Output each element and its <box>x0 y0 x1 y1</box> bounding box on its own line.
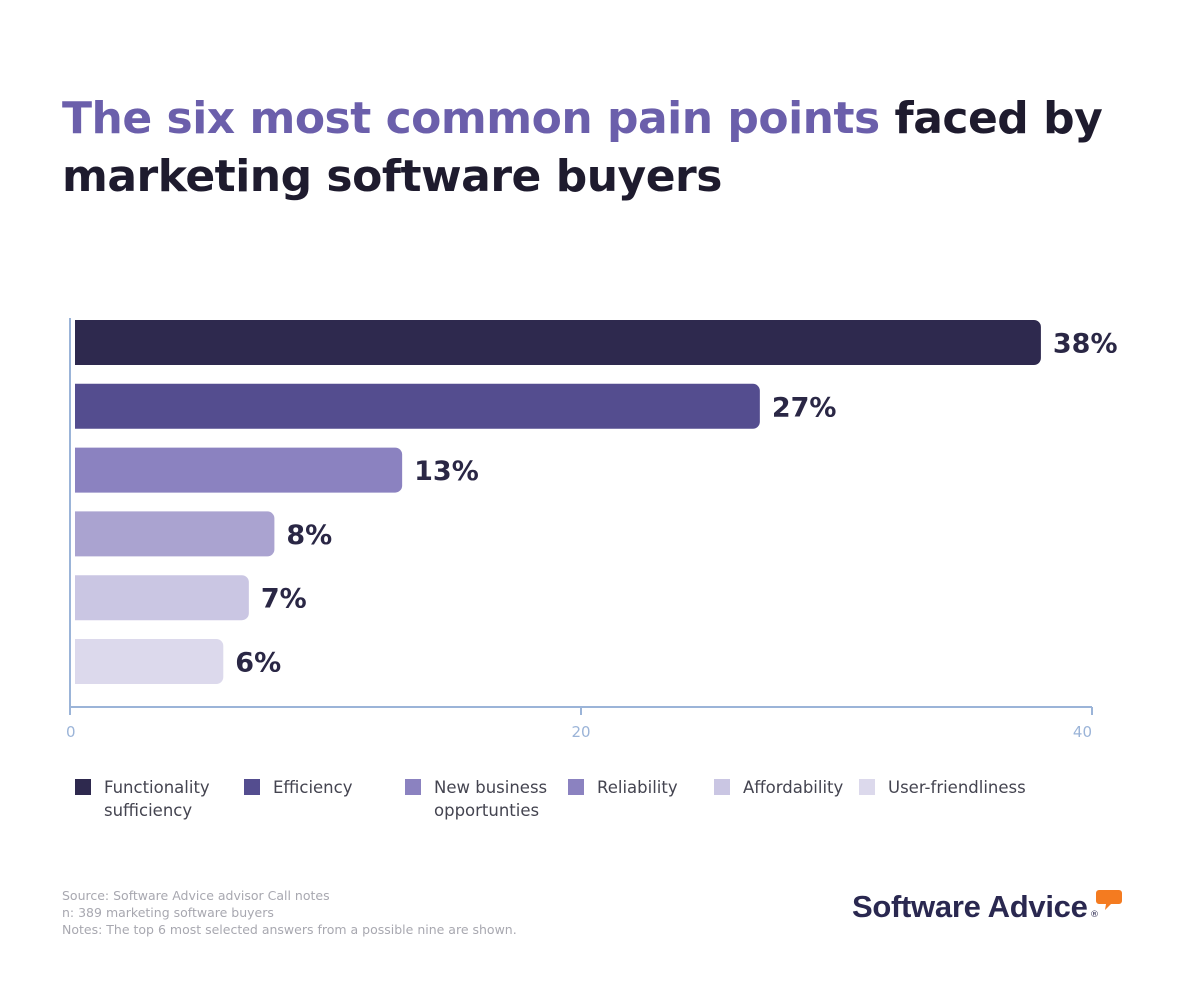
legend-swatch <box>244 779 260 795</box>
bar-data-label: 6% <box>235 648 281 679</box>
bar <box>75 575 249 621</box>
bar-data-label: 8% <box>286 520 332 551</box>
legend-item-reliability: Reliability <box>568 776 707 799</box>
chart-title: The six most common pain points faced by… <box>62 90 1142 206</box>
notes-line: Notes: The top 6 most selected answers f… <box>62 922 517 937</box>
software-advice-logo: Software Advice <box>852 889 1088 924</box>
chart-legend: Functionality sufficiency Efficiency New… <box>75 776 1075 836</box>
bar <box>75 320 1041 365</box>
legend-label: Functionality sufficiency <box>104 778 210 820</box>
chart-title-rest: faced by marketing software buyers <box>62 93 1103 202</box>
legend-swatch <box>714 779 730 795</box>
sample-size-line: n: 389 marketing software buyers <box>62 905 274 920</box>
legend-swatch <box>568 779 584 795</box>
bar-chart: 0 20 40 38% 27% 13% 8% 7% 6% <box>66 318 1118 741</box>
legend-item-functionality-sufficiency: Functionality sufficiency <box>75 776 229 822</box>
legend-label: New business opportunties <box>434 778 548 820</box>
legend-label: Affordability <box>743 778 844 797</box>
bar <box>75 511 275 557</box>
bar-data-label: 7% <box>261 584 307 615</box>
legend-label: Efficiency <box>273 778 353 797</box>
legend-item-affordability: Affordability <box>714 776 858 799</box>
bar-data-label: 27% <box>772 392 837 423</box>
source-notes: Source: Software Advice advisor Call not… <box>62 887 517 938</box>
speech-bubble-icon <box>1096 890 1122 910</box>
source-line: Source: Software Advice advisor Call not… <box>62 888 330 903</box>
bar-data-label: 38% <box>1053 329 1118 360</box>
legend-swatch <box>859 779 875 795</box>
bar <box>75 639 224 684</box>
legend-item-efficiency: Efficiency <box>244 776 393 799</box>
bar <box>75 383 760 429</box>
bar-data-label: 13% <box>414 456 479 487</box>
legend-swatch <box>405 779 421 795</box>
legend-label: User-friendliness <box>888 778 1026 797</box>
legend-label: Reliability <box>597 778 678 797</box>
legend-swatch <box>75 779 91 795</box>
chart-title-highlight: The six most common pain points <box>62 93 880 144</box>
legend-item-user-friendliness: User-friendliness <box>859 776 1068 799</box>
x-tick-label: 20 <box>571 723 590 741</box>
bar <box>75 447 403 493</box>
legend-item-new-business-opportunities: New business opportunties <box>405 776 559 822</box>
registered-mark: ® <box>1090 910 1099 920</box>
x-tick-label: 0 <box>66 723 76 741</box>
x-tick-label: 40 <box>1073 723 1092 741</box>
